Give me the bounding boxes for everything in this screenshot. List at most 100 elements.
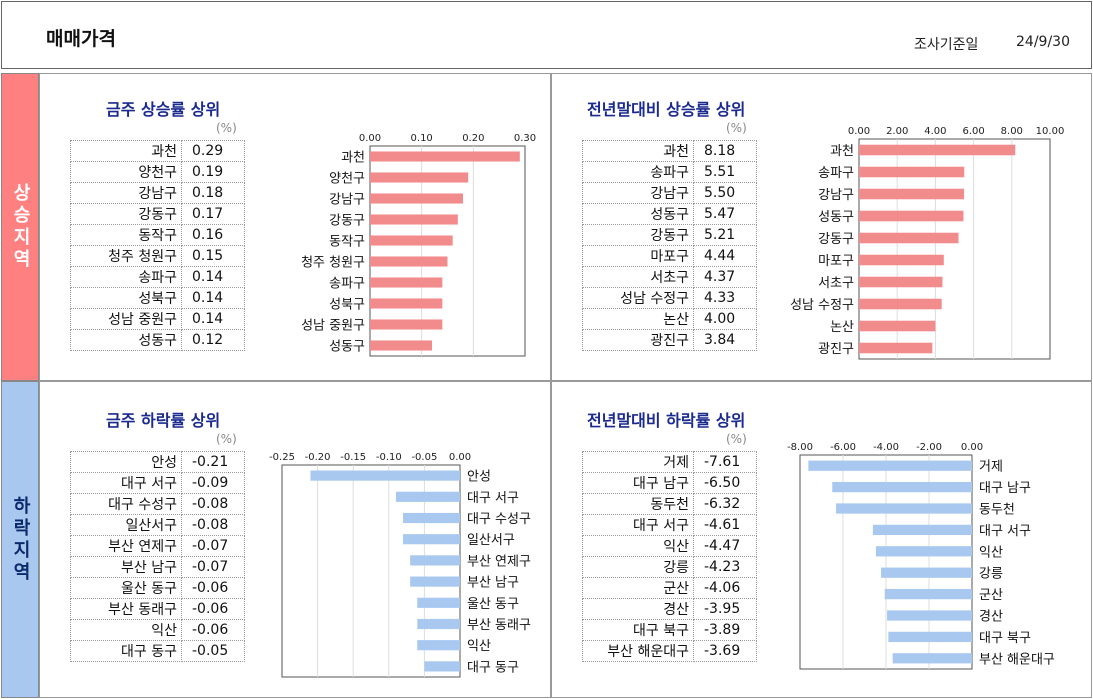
unit-label: (%) — [216, 432, 237, 446]
category-label: 과천 — [830, 144, 854, 159]
unit-label: (%) — [726, 121, 747, 135]
category-label: 양천구 — [329, 172, 365, 187]
panel-title: 금주 상승률 상위 — [106, 100, 221, 119]
bar — [370, 277, 443, 288]
unit-label: (%) — [216, 121, 237, 135]
tick-label: 6.00 — [962, 126, 984, 137]
category-label: 강릉 — [979, 567, 1003, 582]
tick-label: 10.00 — [1036, 126, 1065, 137]
change-value: -0.07 — [181, 535, 245, 557]
bar — [892, 653, 972, 664]
bar — [410, 576, 460, 587]
tick-label: 0.30 — [514, 133, 536, 144]
bar — [832, 481, 972, 493]
tick-label: -0.10 — [376, 452, 402, 463]
bar — [370, 298, 443, 309]
region-name: 군산 — [582, 577, 694, 599]
change-value: -6.32 — [693, 493, 757, 515]
table-row: 대구 서구 -0.09 — [70, 472, 245, 494]
bar — [370, 340, 432, 351]
change-value: 4.37 — [693, 266, 757, 288]
region-name: 동작구 — [70, 224, 182, 246]
table-row: 일산서구 -0.08 — [70, 514, 245, 536]
category-label: 광진구 — [818, 342, 854, 357]
table-row: 거제 -7.61 — [582, 451, 757, 473]
weekly-fall-panel: 금주 하락률 상위 (%) 안성 -0.21 대구 서구 -0.09 대구 수성구 -0.… — [39, 381, 551, 698]
panel-title: 전년말대비 하락률 상위 — [587, 411, 746, 430]
tick-label: 8.00 — [1001, 126, 1023, 137]
table-row: 광진구 3.84 — [582, 329, 757, 351]
region-name: 대구 남구 — [582, 472, 694, 494]
table-row: 강동구 5.21 — [582, 224, 757, 246]
bar — [395, 491, 460, 502]
region-name: 송파구 — [582, 161, 694, 183]
region-name: 성남 중원구 — [70, 308, 182, 330]
bar — [424, 661, 460, 672]
table-row: 부산 남구 -0.07 — [70, 556, 245, 578]
table-row: 부산 해운대구 -3.69 — [582, 640, 757, 662]
change-value: 4.33 — [693, 287, 757, 309]
table-row: 군산 -4.06 — [582, 577, 757, 599]
region-name: 부산 연제구 — [70, 535, 182, 557]
change-value: -0.06 — [181, 598, 245, 620]
category-label: 서초구 — [818, 276, 854, 291]
change-value: 0.16 — [181, 224, 245, 246]
bar — [872, 524, 972, 536]
survey-date-label: 조사기준일 — [914, 37, 979, 53]
change-value: 0.14 — [181, 287, 245, 309]
change-value: 0.18 — [181, 182, 245, 204]
change-value: 5.47 — [693, 203, 757, 225]
tick-label: 0.00 — [359, 133, 381, 144]
tick-label: -0.05 — [411, 452, 437, 463]
category-label: 울산 동구 — [467, 597, 519, 612]
ranking-table: 거제 -7.61 대구 남구 -6.50 동두천 -6.32 대구 서구 -4.61 익산 -4.… — [582, 451, 757, 662]
panel-title: 금주 하락률 상위 — [106, 411, 221, 430]
region-name: 성북구 — [70, 287, 182, 309]
category-label: 성동구 — [818, 210, 854, 225]
bar — [310, 470, 460, 481]
change-value: 5.21 — [693, 224, 757, 246]
bar — [403, 512, 460, 524]
rise-section-text: 상승지역 — [10, 183, 31, 271]
region-name: 강릉 — [582, 556, 694, 578]
table-row: 강릉 -4.23 — [582, 556, 757, 578]
bar — [370, 235, 453, 246]
category-label: 동작구 — [329, 235, 365, 250]
table-row: 송파구 5.51 — [582, 161, 757, 183]
category-label: 거제 — [979, 460, 1003, 475]
bar — [859, 232, 959, 244]
tick-label: 2.00 — [886, 126, 908, 137]
table-row: 성동구 5.47 — [582, 203, 757, 225]
bar — [370, 151, 520, 162]
bar — [884, 588, 972, 600]
bar — [417, 640, 460, 651]
change-value: -0.07 — [181, 556, 245, 578]
bar — [859, 254, 944, 266]
category-label: 대구 북구 — [979, 631, 1031, 646]
fall-section-text: 하락지역 — [10, 495, 31, 584]
bar — [859, 320, 936, 332]
tick-label: -6.00 — [830, 442, 856, 453]
tick-label: 0.00 — [848, 126, 870, 137]
table-row: 동작구 0.16 — [70, 224, 245, 246]
category-label: 대구 서구 — [979, 524, 1031, 539]
category-label: 경산 — [979, 610, 1003, 625]
bar — [417, 618, 460, 630]
category-label: 대구 수성구 — [467, 512, 531, 527]
change-value: -0.05 — [181, 640, 245, 662]
category-label: 대구 남구 — [979, 481, 1031, 496]
region-name: 부산 해운대구 — [582, 640, 694, 662]
bar — [808, 460, 972, 471]
bar — [859, 166, 965, 178]
fall-section-label: 하락지역 — [1, 381, 39, 698]
category-label: 논산 — [830, 320, 854, 335]
bar — [859, 298, 942, 310]
bar — [417, 597, 460, 608]
tick-label: 0.00 — [449, 452, 471, 463]
change-value: -3.95 — [693, 598, 757, 620]
category-label: 일산서구 — [467, 533, 515, 548]
table-row: 익산 -0.06 — [70, 619, 245, 641]
category-label: 동두천 — [979, 503, 1015, 518]
